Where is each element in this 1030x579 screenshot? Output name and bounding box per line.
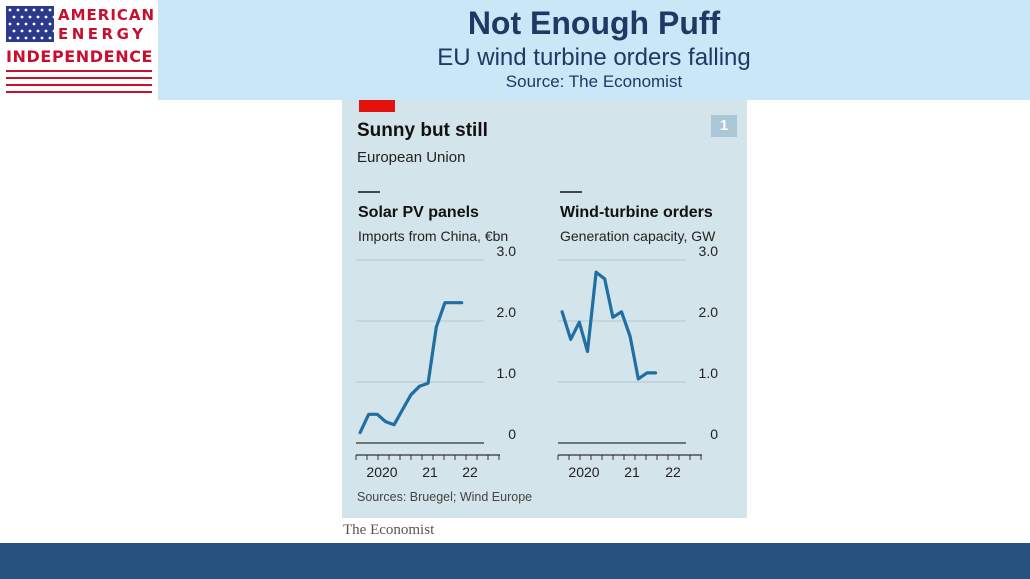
flag-star: [40, 8, 44, 12]
flag-star: [16, 22, 20, 26]
y-tick-label: 1.0: [497, 365, 517, 381]
flag-star: [16, 8, 20, 12]
flag-star: [20, 15, 24, 19]
company-logo: AMERICAN ENERGY INDEPENDENCE: [6, 4, 156, 96]
flag-star: [52, 29, 54, 33]
flag-star: [32, 36, 36, 40]
y-tick-label: 0: [508, 426, 516, 442]
flag-star: [8, 8, 12, 12]
flag-star: [48, 22, 52, 26]
subchart-title: Wind-turbine orders: [560, 204, 713, 221]
flag-star: [52, 15, 54, 19]
flag-star: [20, 29, 24, 33]
chart-panel-title: Sunny but still: [357, 120, 488, 141]
flag-star: [24, 22, 28, 26]
footer-bar: [0, 543, 1030, 579]
y-tick-label: 2.0: [497, 304, 517, 320]
flag-star: [40, 36, 44, 40]
chart-panel-subtitle: European Union: [357, 149, 466, 166]
us-flag-icon: [6, 6, 54, 42]
y-tick-label: 3.0: [497, 243, 517, 259]
slide-title: Not Enough Puff: [467, 5, 721, 41]
subchart-subtitle: Imports from China, €bn: [358, 228, 508, 244]
flag-star: [32, 22, 36, 26]
flag-star: [28, 29, 32, 33]
x-tick-label: 21: [624, 464, 640, 480]
logo-text-line2: ENERGY: [58, 25, 147, 43]
x-tick-label: 22: [462, 464, 478, 480]
flag-star: [28, 15, 32, 19]
flag-star: [48, 8, 52, 12]
flag-star: [40, 22, 44, 26]
economist-red-tag: [359, 100, 395, 112]
flag-star: [8, 22, 12, 26]
y-tick-label: 1.0: [699, 365, 719, 381]
y-tick-label: 3.0: [699, 243, 719, 259]
subchart-title: Solar PV panels: [358, 204, 479, 221]
title-banner: Not Enough Puff EU wind turbine orders f…: [158, 0, 1030, 100]
economist-brand: The Economist: [343, 522, 435, 538]
series-line: [358, 301, 464, 435]
slide-source: Source: The Economist: [505, 72, 683, 91]
charts-svg: Solar PV panels Imports from China, €bn 0 1…: [355, 191, 719, 480]
chart-sources: Sources: Bruegel; Wind Europe: [357, 490, 533, 504]
chart-panel: 1 Sunny but still European Union Solar P…: [342, 100, 747, 518]
subchart-subtitle: Generation capacity, GW: [560, 228, 716, 244]
flag-star: [48, 36, 52, 40]
y-tick-label: 0: [710, 426, 718, 442]
y-tick-label: 2.0: [699, 304, 719, 320]
x-tick-label: 22: [665, 464, 681, 480]
x-tick-label: 2020: [366, 464, 397, 480]
chart-number-badge: 1: [711, 115, 737, 137]
flag-star: [36, 15, 40, 19]
logo-stripes: [6, 70, 152, 94]
flag-star: [44, 29, 48, 33]
series-line: [560, 270, 658, 381]
flag-star: [16, 36, 20, 40]
flag-star: [8, 36, 12, 40]
flag-star: [32, 8, 36, 12]
flag-star: [36, 29, 40, 33]
x-tick-label: 21: [422, 464, 438, 480]
flag-star: [12, 15, 16, 19]
logo-text-line1: AMERICAN: [58, 6, 156, 24]
flag-star: [24, 36, 28, 40]
logo-text-line3: INDEPENDENCE: [6, 47, 154, 66]
flag-star: [24, 8, 28, 12]
slide-subtitle: EU wind turbine orders falling: [437, 44, 751, 71]
flag-star: [12, 29, 16, 33]
flag-star: [44, 15, 48, 19]
x-tick-label: 2020: [568, 464, 599, 480]
